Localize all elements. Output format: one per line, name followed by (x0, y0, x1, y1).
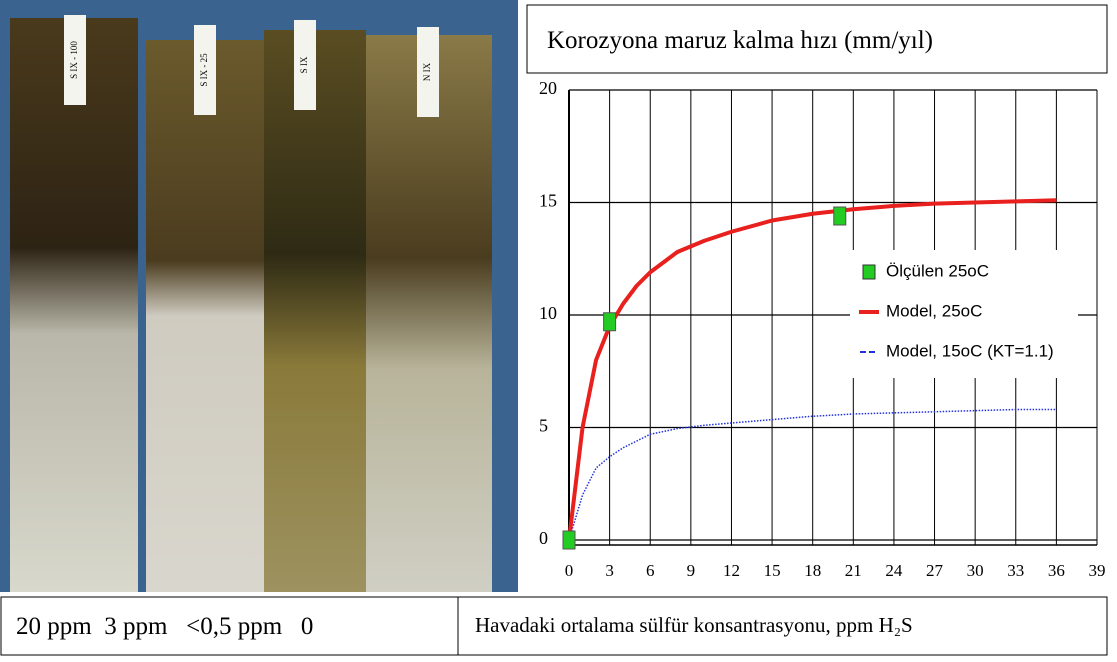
sample-tag-label: S IX (299, 56, 309, 73)
data-point (563, 531, 575, 549)
x-tick-label: 3 (605, 561, 614, 580)
sample-strip (264, 30, 366, 592)
sample-labels: 20 ppm 3 ppm <0,5 ppm 0 (16, 613, 313, 640)
sample-tag-label: S IX - 25 (199, 53, 209, 87)
legend-marker (863, 265, 875, 279)
sample-strip (366, 35, 492, 592)
sample-tag-label: S IX - 100 (69, 41, 79, 79)
x-tick-label: 27 (926, 561, 944, 580)
chart-title: Korozyona maruz kalma hızı (mm/yıl) (547, 27, 933, 54)
sample-tag-label: N IX (422, 62, 432, 81)
sample-strip (146, 40, 264, 592)
x-tick-label: 9 (687, 561, 696, 580)
x-tick-label: 39 (1089, 561, 1106, 580)
x-axis-label: Havadaki ortalama sülfür konsantrasyonu,… (475, 613, 913, 637)
x-tick-label: 15 (764, 561, 781, 580)
x-tick-label: 30 (967, 561, 984, 580)
y-tick-label: 15 (539, 191, 557, 211)
x-tick-label: 0 (565, 561, 574, 580)
legend-label: Ölçülen 25oC (886, 261, 989, 280)
page: Korozyona maruz kalma hızı (mm/yıl) 20 p… (0, 0, 1117, 662)
y-tick-label: 10 (539, 303, 557, 323)
x-tick-label: 33 (1007, 561, 1024, 580)
x-tick-label: 12 (723, 561, 740, 580)
x-tick-label: 36 (1048, 561, 1065, 580)
legend-label: Model, 25oC (886, 301, 982, 320)
y-tick-label: 20 (539, 78, 557, 98)
x-tick-label: 21 (845, 561, 862, 580)
y-tick-label: 5 (539, 416, 548, 436)
data-point (834, 207, 846, 225)
x-tick-label: 6 (646, 561, 655, 580)
data-point (604, 313, 616, 331)
x-tick-label: 18 (804, 561, 821, 580)
x-tick-label: 24 (885, 561, 903, 580)
legend-label: Model, 15oC (KT=1.1) (886, 341, 1054, 360)
y-tick-label: 0 (539, 528, 548, 548)
